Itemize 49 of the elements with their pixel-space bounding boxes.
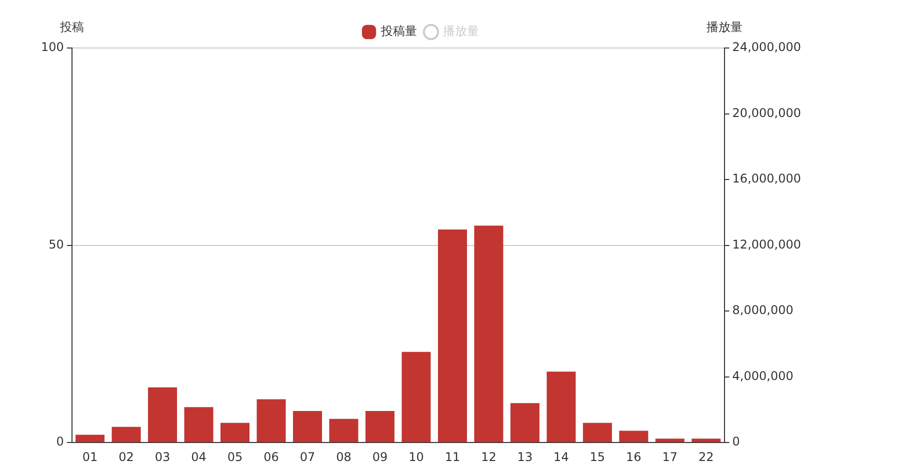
y2-tick-label: 0 xyxy=(732,434,740,449)
bar xyxy=(112,426,141,442)
x-tick-label: 04 xyxy=(191,450,206,464)
bar xyxy=(329,418,358,442)
bar xyxy=(474,226,504,442)
x-tick-label: 09 xyxy=(372,450,388,464)
x-tick-label: 10 xyxy=(408,450,424,464)
x-tick-label: 16 xyxy=(626,450,642,464)
bar xyxy=(438,230,467,442)
bar xyxy=(365,411,394,442)
bar xyxy=(510,403,540,442)
y-tick-label: 0 xyxy=(56,434,64,449)
x-tick-label: 12 xyxy=(481,450,496,464)
x-tick-label: 06 xyxy=(264,450,279,464)
x-tick-label: 03 xyxy=(154,450,170,464)
legend-label: 投稿量 xyxy=(380,24,417,38)
bar xyxy=(655,438,684,442)
y2-tick-label: 8,000,000 xyxy=(732,303,794,318)
x-tick-label: 17 xyxy=(662,450,678,464)
bar xyxy=(76,434,105,442)
y-axis-title: 投稿 xyxy=(58,20,84,34)
x-tick-label: 07 xyxy=(300,450,316,464)
bar xyxy=(546,372,576,442)
x-tick-label: 15 xyxy=(590,450,606,464)
x-tick-label: 13 xyxy=(517,450,533,464)
bar xyxy=(692,438,721,442)
y2-tick-label: 12,000,000 xyxy=(732,237,802,252)
bar xyxy=(582,422,612,442)
x-tick-label: 02 xyxy=(118,450,134,464)
y2-tick-label: 16,000,000 xyxy=(732,172,802,186)
bar xyxy=(184,407,214,442)
bar xyxy=(148,387,178,442)
x-tick-label: 05 xyxy=(227,450,243,464)
y2-tick-label: 24,000,000 xyxy=(732,40,802,54)
x-tick-label: 08 xyxy=(336,450,352,464)
y2-tick-label: 20,000,000 xyxy=(732,106,802,120)
bar xyxy=(292,411,322,442)
y2-axis-title: 播放量 xyxy=(706,20,742,34)
y2-tick-label: 4,000,000 xyxy=(732,368,794,383)
bar xyxy=(619,430,648,442)
y-tick-label: 50 xyxy=(48,237,64,252)
x-tick-label: 11 xyxy=(444,450,460,464)
bar xyxy=(402,352,431,442)
bar xyxy=(256,399,286,442)
bar xyxy=(220,422,250,442)
x-tick-label: 01 xyxy=(82,450,98,464)
x-tick-label: 22 xyxy=(698,450,714,464)
x-tick-label: 14 xyxy=(554,450,569,464)
y-tick-label: 100 xyxy=(41,40,64,54)
